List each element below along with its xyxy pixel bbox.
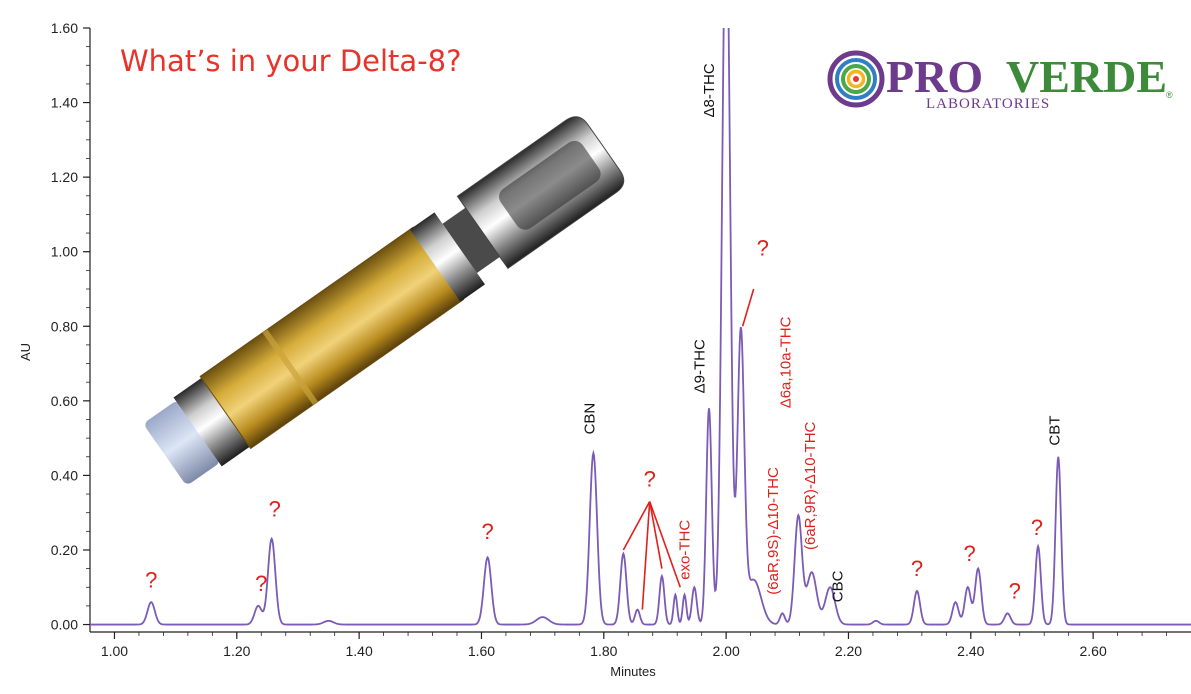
- y-tick-label: 0.00: [51, 617, 78, 633]
- y-tick-label: 0.20: [51, 542, 78, 558]
- cartridge-base-ring: [173, 378, 250, 467]
- trace-layer: [90, 28, 1191, 626]
- x-tick-label: 1.60: [468, 643, 495, 659]
- peak-label: Δ8-THC: [701, 63, 718, 117]
- question-mark-layer: ??????????: [145, 235, 1043, 603]
- unknown-peak-marker: ?: [911, 556, 923, 581]
- pointer-layer: [622, 288, 755, 610]
- x-tick-label: 2.40: [957, 643, 984, 659]
- spiral-icon: [827, 50, 885, 108]
- unknown-peak-marker: ?: [757, 235, 769, 260]
- pointer-line: [648, 501, 682, 588]
- logo-verde: VERDE: [1006, 51, 1167, 102]
- y-tick-label: 1.00: [51, 244, 78, 260]
- pointer-line: [648, 501, 663, 569]
- y-tick-label: 0.40: [51, 467, 78, 483]
- logo-registered-mark: ®: [1166, 90, 1173, 100]
- x-tick-label: 2.00: [713, 643, 740, 659]
- peak-label: CBT: [1047, 416, 1064, 446]
- chromatogram-trace: [90, 28, 1191, 626]
- x-tick-label: 1.20: [223, 643, 250, 659]
- unknown-peak-marker: ?: [145, 567, 157, 592]
- y-tick-label: 0.60: [51, 393, 78, 409]
- x-tick-label: 1.40: [346, 643, 373, 659]
- x-tick-label: 1.80: [590, 643, 617, 659]
- tick-labels: 0.00 0.20 0.40 0.60 0.80 1.00 1.20 1.40 1.60 1.00…: [51, 20, 1107, 659]
- x-axis-title: Minutes: [610, 664, 656, 679]
- logo-sub: LABORATORIES: [926, 96, 1050, 110]
- cartridge-base-cap: [145, 402, 219, 484]
- unknown-peak-marker: ?: [963, 541, 975, 566]
- peak-label: Δ9-THC: [692, 339, 709, 393]
- peak-label: exo-THC: [676, 520, 693, 580]
- unknown-peak-marker: ?: [255, 571, 267, 596]
- peak-label: CBC: [829, 570, 846, 602]
- peak-label: Δ6a,10a-THC: [777, 316, 794, 408]
- x-tick-label: 1.00: [101, 643, 128, 659]
- y-tick-label: 1.40: [51, 95, 78, 111]
- axes: [83, 27, 1191, 639]
- unknown-peak-marker: ?: [1031, 515, 1043, 540]
- unknown-peak-marker: ?: [644, 467, 656, 492]
- vape-cartridge-image: [145, 116, 625, 484]
- y-tick-label: 1.60: [51, 20, 78, 36]
- y-tick-label: 0.80: [51, 318, 78, 334]
- pointer-line: [741, 288, 755, 327]
- logo-pro: PRO: [886, 51, 983, 102]
- pointer-line: [641, 501, 651, 610]
- peak-label: CBN: [582, 403, 599, 435]
- proverde-logo: PRO VERDE LABORATORIES ®: [827, 50, 1173, 110]
- peak-label: (6aR,9R)-Δ10-THC: [802, 421, 819, 550]
- pointer-line: [622, 501, 651, 551]
- label-layer: Δ8-THC Δ9-THC CBN exo-THC (6aR,9S)-Δ10-THC Δ6…: [582, 63, 1064, 602]
- headline: What’s in your Delta-8?: [120, 44, 462, 78]
- peak-label: (6aR,9S)-Δ10-THC: [765, 467, 782, 595]
- unknown-peak-marker: ?: [1009, 578, 1021, 603]
- y-axis-title: AU: [18, 343, 33, 361]
- x-tick-label: 2.20: [835, 643, 862, 659]
- unknown-peak-marker: ?: [481, 519, 493, 544]
- unknown-peak-marker: ?: [269, 496, 281, 521]
- cartridge-coil: [442, 207, 500, 273]
- x-tick-label: 2.60: [1080, 643, 1107, 659]
- cartridge-top-ring: [409, 212, 485, 302]
- y-tick-label: 1.20: [51, 169, 78, 185]
